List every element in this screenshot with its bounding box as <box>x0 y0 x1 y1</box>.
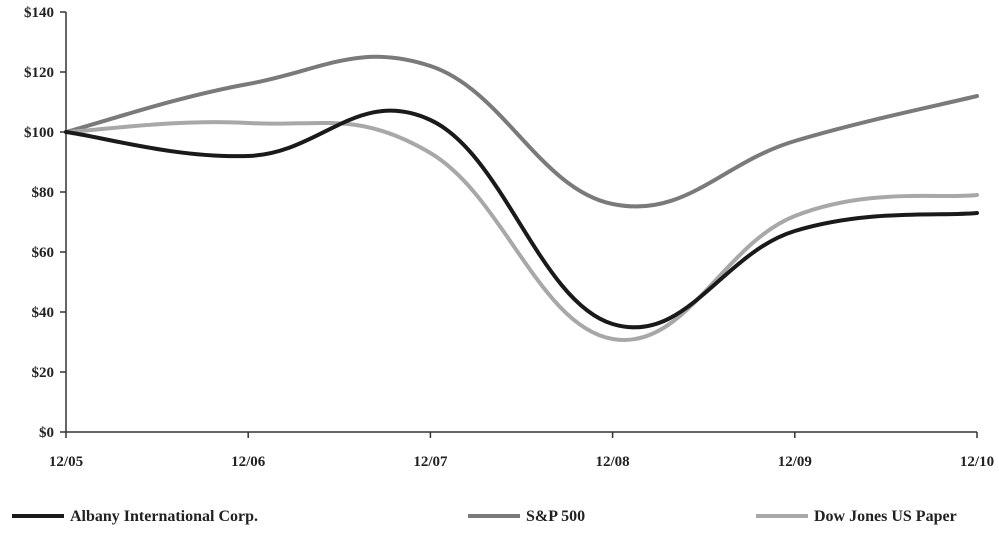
legend-label: Albany International Corp. <box>70 508 258 525</box>
x-axis-ticks: 12/05 12/06 12/07 12/08 12/09 12/10 <box>49 432 994 470</box>
y-tick-label: $140 <box>24 5 54 21</box>
x-tick-label: 12/08 <box>596 454 630 470</box>
x-tick-label: 12/07 <box>413 454 448 470</box>
series-lines <box>64 54 979 343</box>
x-tick-label: 12/10 <box>960 454 994 470</box>
x-tick-label: 12/09 <box>778 454 812 470</box>
y-tick-label: $120 <box>24 65 54 81</box>
series-line-sp500 <box>64 54 979 209</box>
series-line-dow-jones-paper <box>64 120 979 343</box>
y-tick-label: $80 <box>32 185 55 201</box>
y-tick-label: $60 <box>32 245 55 261</box>
legend: Albany International Corp. S&P 500 Dow Jon… <box>12 508 957 525</box>
x-tick-label: 12/05 <box>49 454 83 470</box>
legend-label: S&P 500 <box>526 508 585 525</box>
y-tick-label: $40 <box>32 305 55 321</box>
x-tick-label: 12/06 <box>231 454 266 470</box>
legend-label: Dow Jones US Paper <box>814 508 957 525</box>
y-tick-label: $100 <box>24 125 54 141</box>
y-axis-ticks: $0 $20 $40 $60 $80 $100 $120 $140 <box>24 5 66 441</box>
y-tick-label: $20 <box>32 365 55 381</box>
y-tick-label: $0 <box>39 425 54 441</box>
series-line-albany <box>64 108 979 330</box>
